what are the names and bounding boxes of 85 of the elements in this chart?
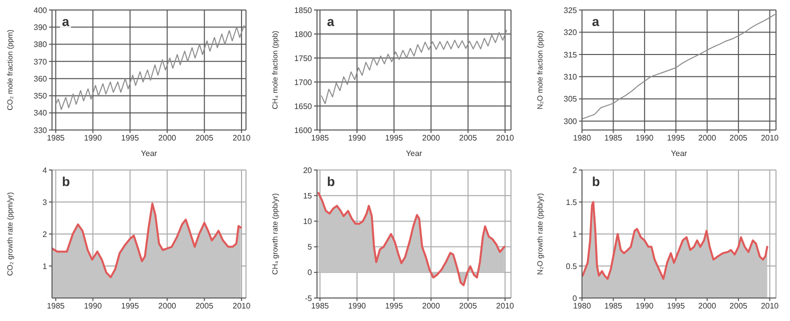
- x-tick-label: 1985: [46, 134, 66, 143]
- y-tick-label: 10: [303, 217, 313, 226]
- x-tick-label: 1990: [348, 302, 366, 311]
- x-tick-label: 1995: [666, 302, 686, 311]
- y-tick-label: 1800: [294, 30, 313, 39]
- y-tick-label: 1750: [294, 54, 313, 63]
- y-tick-label: 4: [42, 166, 48, 175]
- y-tick-label: 390: [34, 22, 48, 32]
- annotation: a: [590, 14, 602, 29]
- x-tick-label: 1990: [84, 134, 102, 143]
- y-tick-label: 340: [34, 108, 48, 118]
- x-tick-label: 2000: [698, 302, 717, 311]
- line-series: [320, 30, 508, 104]
- y-tick-label: 5: [308, 242, 313, 252]
- y-tick-label: 370: [34, 57, 48, 66]
- y-tick-label: 2: [572, 166, 578, 175]
- x-tick-label: 2010: [760, 134, 780, 143]
- y-tick-label: 15: [303, 191, 313, 200]
- y-tick-label: 1850: [294, 6, 313, 15]
- y-tick-label: 0.5: [566, 262, 578, 271]
- annotation: b: [590, 174, 602, 189]
- annotation: a: [325, 14, 336, 29]
- y-tick-label: 300: [564, 116, 578, 126]
- y-tick-label: 0: [308, 268, 313, 278]
- y-tick-label: 315: [564, 50, 578, 60]
- y-tick-label: 2: [42, 230, 48, 239]
- y-tick-label: 0: [572, 294, 578, 303]
- annotation: b: [60, 174, 72, 189]
- x-tick-label: 1980: [573, 302, 592, 311]
- x-tick-label: 1995: [385, 302, 404, 311]
- y-tick-label: 1: [572, 230, 578, 239]
- y-tick-label: 350: [34, 92, 48, 101]
- line-series: [582, 14, 776, 120]
- x-tick-label: 2010: [760, 302, 780, 311]
- y-tick-label: 1: [42, 262, 48, 271]
- x-tick-label: 2005: [195, 134, 214, 143]
- x-tick-label: 2000: [422, 134, 440, 143]
- x-tick-label: 2000: [158, 134, 177, 143]
- x-tick-label: 1985: [604, 134, 623, 143]
- y-tick-label: 1700: [294, 78, 313, 87]
- x-axis-title: Year: [670, 149, 688, 158]
- x-tick-label: 1980: [573, 134, 592, 143]
- x-tick-label: 1995: [121, 302, 140, 311]
- x-tick-label: 2010: [496, 302, 515, 311]
- y-tick-label: 1600: [294, 126, 313, 135]
- y-tick-label: 1650: [294, 102, 313, 111]
- x-axis-title: Year: [406, 149, 422, 158]
- x-tick-label: 2005: [730, 134, 748, 143]
- y-tick-label: 360: [34, 74, 48, 84]
- y-tick-label: 320: [564, 28, 578, 38]
- x-tick-label: 1995: [121, 134, 140, 143]
- y-tick-label: 3: [42, 198, 48, 207]
- x-tick-label: 1985: [46, 302, 66, 311]
- x-tick-label: 1990: [636, 302, 654, 311]
- y-tick-label: 380: [34, 40, 48, 50]
- x-tick-label: 2000: [422, 302, 440, 311]
- x-tick-label: 2005: [195, 302, 214, 311]
- annotation: b: [325, 174, 337, 189]
- x-tick-label: 2010: [496, 134, 515, 143]
- x-tick-label: 1985: [604, 302, 623, 311]
- y-tick-label: 310: [564, 72, 578, 82]
- x-tick-label: 2005: [730, 302, 748, 311]
- x-tick-label: 2000: [158, 302, 177, 311]
- y-tick-label: -5: [304, 294, 313, 303]
- y-tick-label: 330: [34, 126, 48, 135]
- x-tick-label: 1985: [311, 134, 330, 143]
- x-tick-label: 1990: [84, 302, 102, 311]
- x-tick-label: 2010: [232, 134, 251, 143]
- y-tick-label: 400: [34, 6, 48, 15]
- x-tick-label: 2005: [459, 302, 478, 311]
- x-tick-label: 2010: [232, 302, 251, 311]
- y-tick-label: 305: [564, 94, 578, 104]
- x-tick-label: 2005: [459, 134, 478, 143]
- x-tick-label: 1995: [666, 134, 686, 143]
- y-tick-label: 20: [303, 166, 313, 175]
- x-tick-label: 2000: [698, 134, 717, 143]
- x-axis-title: Year: [140, 149, 158, 158]
- y-tick-label: 325: [564, 6, 578, 15]
- line-series: [55, 24, 245, 110]
- x-tick-label: 1995: [385, 134, 404, 143]
- annotation: a: [60, 14, 72, 29]
- x-tick-label: 1985: [311, 302, 330, 311]
- y-tick-label: 1.5: [566, 198, 578, 207]
- x-tick-label: 1990: [348, 134, 366, 143]
- x-tick-label: 1990: [636, 134, 654, 143]
